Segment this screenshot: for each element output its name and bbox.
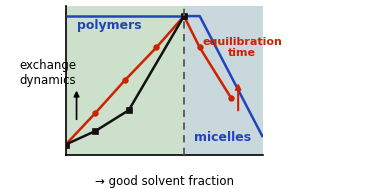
Text: micelles: micelles: [194, 131, 251, 144]
Text: equilibration
time: equilibration time: [202, 37, 282, 58]
Text: → good solvent fraction: → good solvent fraction: [95, 175, 234, 188]
Text: polymers: polymers: [77, 19, 141, 32]
Text: exchange
dynamics: exchange dynamics: [19, 59, 77, 87]
Bar: [184, 6, 263, 155]
Bar: [66, 6, 184, 155]
